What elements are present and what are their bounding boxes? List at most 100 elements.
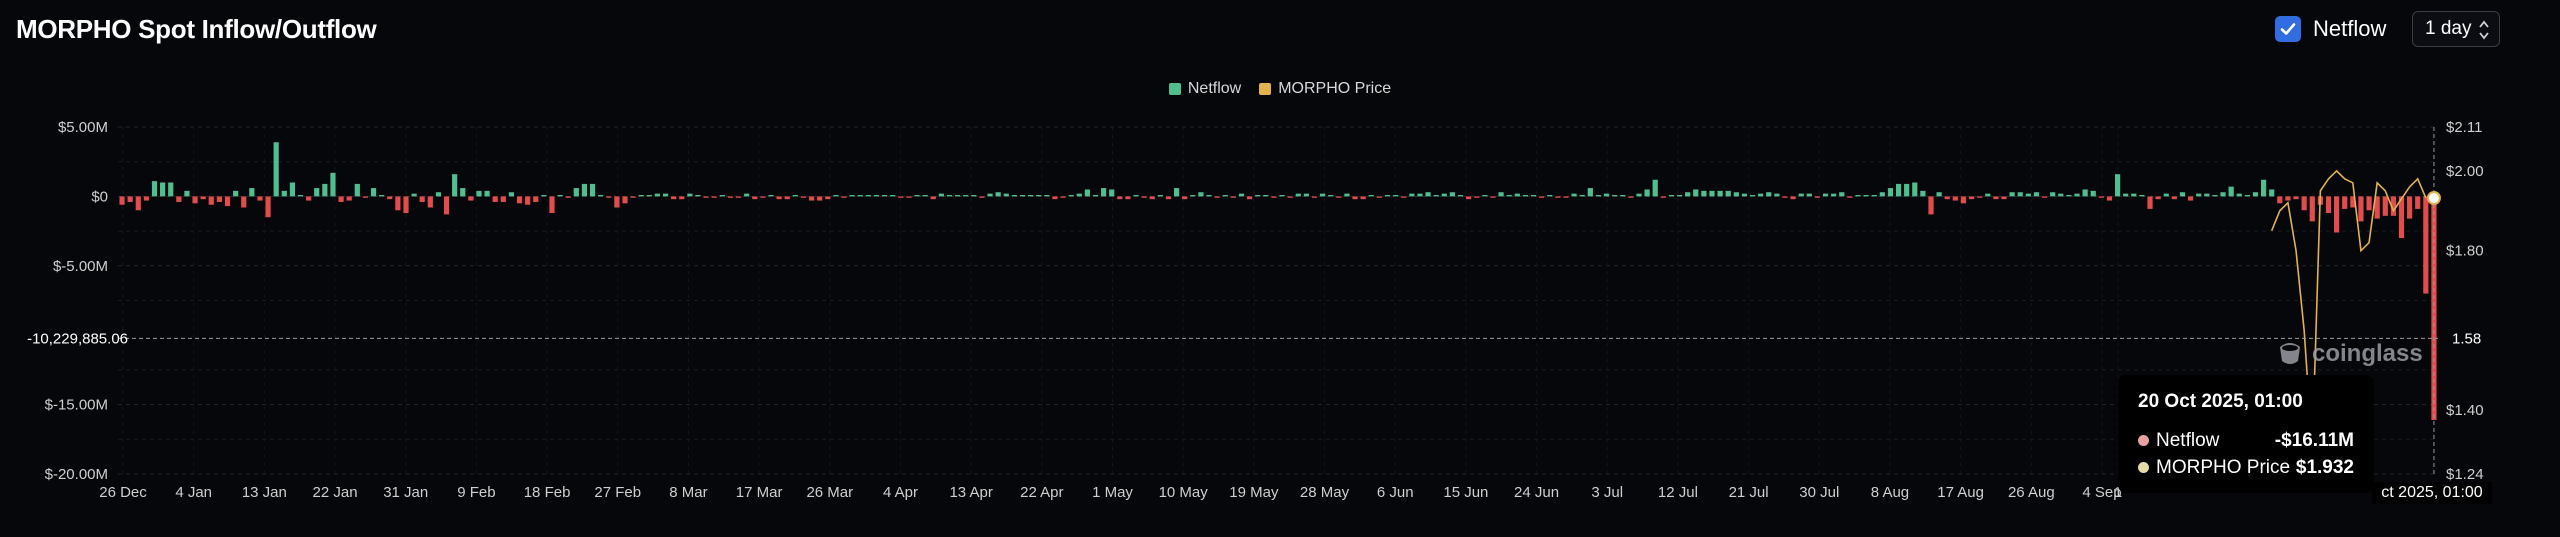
netflow-bar [1303, 193, 1309, 197]
legend-swatch-price [1259, 83, 1272, 95]
netflow-bar [1076, 193, 1082, 197]
x-tick-label: 10 May [1159, 484, 1209, 501]
netflow-bar [695, 195, 701, 197]
netflow-bar [1068, 195, 1074, 197]
netflow-bar [362, 196, 369, 198]
netflow-bar [1595, 195, 1602, 197]
netflow-bar [2179, 192, 2186, 197]
netflow-bar [2244, 195, 2250, 197]
netflow-bar [1060, 196, 1066, 198]
chart-legend: Netflow MORPHO Price [0, 80, 2560, 98]
netflow-bar [2366, 196, 2372, 211]
netflow-bar [581, 183, 588, 197]
netflow-bar [314, 188, 320, 197]
netflow-bar [2252, 192, 2259, 197]
netflow-bar [119, 196, 125, 205]
netflow-bar [1514, 193, 1520, 197]
netflow-bar [492, 196, 498, 202]
netflow-bar [825, 196, 831, 200]
netflow-bar [1498, 192, 1504, 197]
netflow-bar [500, 196, 506, 202]
netflow-bar [1644, 189, 1650, 197]
netflow-bar [2398, 196, 2405, 239]
netflow-bar [1328, 195, 1334, 197]
netflow-bar [1320, 193, 1326, 197]
netflow-bar [1814, 196, 1821, 198]
netflow-bar [1652, 179, 1658, 197]
netflow-bar [1912, 182, 1918, 197]
netflow-bar [808, 196, 815, 201]
netflow-bar [662, 193, 669, 197]
netflow-bar [573, 188, 579, 197]
netflow-bar [1384, 195, 1391, 197]
netflow-bar [1660, 196, 1666, 198]
netflow-bar [938, 193, 944, 197]
netflow-bar [1474, 196, 1480, 198]
x-tick-label: 17 Mar [736, 484, 783, 501]
netflow-bar [176, 196, 182, 202]
netflow-bar [2106, 196, 2113, 201]
netflow-toggle[interactable]: Netflow [2275, 16, 2386, 42]
netflow-bar [946, 195, 953, 197]
netflow-bar [2147, 196, 2153, 209]
netflow-bar [2082, 189, 2088, 197]
netflow-bar [598, 195, 604, 197]
netflow-bar [638, 195, 644, 197]
netflow-bar [1628, 196, 1634, 198]
netflow-bar [2074, 193, 2080, 197]
netflow-bar [679, 196, 685, 200]
netflow-bar [452, 174, 458, 197]
netflow-bar [200, 196, 206, 200]
updown-chevron-icon [2478, 19, 2490, 47]
netflow-bar [1887, 188, 1894, 197]
interval-select[interactable]: 1 day [2412, 11, 2500, 47]
legend-item-price[interactable]: MORPHO Price [1259, 80, 1391, 98]
tooltip-name-price: MORPHO Price [2156, 456, 2291, 478]
netflow-bar [1247, 196, 1253, 200]
x-tick-label: 18 Feb [524, 484, 571, 501]
netflow-bar [1214, 196, 1220, 198]
netflow-bar [1466, 196, 1472, 200]
crosshair-left-label: -10,229,885.06 [27, 330, 128, 347]
netflow-bar [2033, 192, 2040, 197]
netflow-bar [1717, 190, 1723, 197]
netflow-bar [630, 196, 636, 198]
netflow-bar [1279, 195, 1285, 197]
netflow-bar [2309, 196, 2315, 222]
netflow-bar [395, 196, 401, 211]
netflow-bar [1287, 196, 1293, 198]
netflow-bar [622, 196, 628, 204]
y-left-tick-label: $5.00M [58, 119, 108, 136]
netflow-bar [224, 196, 231, 207]
netflow-bar [2260, 179, 2267, 197]
netflow-bar [2431, 196, 2437, 421]
netflow-bar [1149, 196, 1155, 200]
netflow-bar [1490, 196, 1496, 198]
netflow-bar [995, 192, 1001, 197]
netflow-bar [1417, 193, 1423, 197]
legend-item-netflow[interactable]: Netflow [1168, 80, 1241, 98]
y-right-tick-label: $2.00 [2446, 163, 2484, 180]
netflow-bar [2163, 193, 2169, 197]
netflow-bar [2098, 196, 2104, 198]
checkbox-checked-icon[interactable] [2275, 16, 2301, 42]
netflow-bar [2350, 196, 2356, 208]
netflow-bar [419, 196, 425, 202]
netflow-bar [192, 196, 198, 204]
tooltip-row-price: MORPHO Price $1.932 [2138, 454, 2354, 481]
netflow-bar [549, 196, 555, 214]
netflow-bar [2123, 193, 2129, 197]
netflow-bar [1044, 195, 1050, 197]
netflow-bar [776, 196, 782, 200]
netflow-bar [614, 196, 620, 208]
netflow-bar [735, 196, 742, 198]
netflow-bar [930, 196, 936, 200]
netflow-bar [1547, 195, 1553, 197]
netflow-bar [1790, 196, 1796, 200]
netflow-bar [322, 183, 328, 197]
netflow-bar [2285, 196, 2291, 201]
netflow-bar [1376, 196, 1382, 198]
netflow-bar [1993, 196, 1999, 200]
netflow-bar [281, 190, 287, 197]
